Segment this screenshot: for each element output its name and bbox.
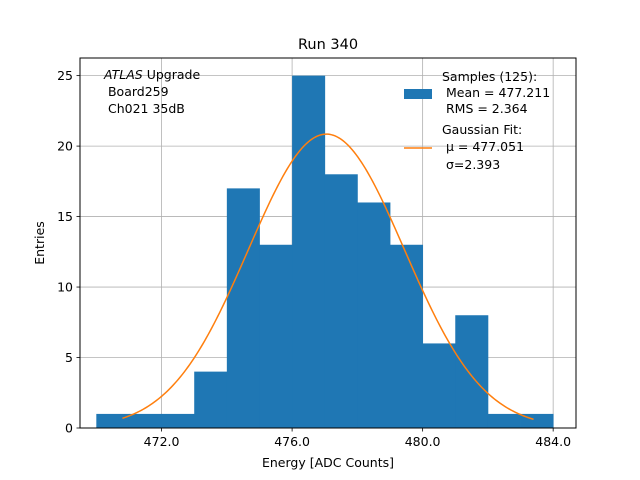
- legend-fit-line-3: σ=2.393: [442, 157, 500, 172]
- legend: Samples (125): Mean = 477.211 RMS = 2.36…: [404, 69, 550, 172]
- legend-hist-line-3: RMS = 2.364: [442, 101, 528, 116]
- atlas-label: ATLAS: [103, 67, 143, 82]
- x-tick-label: 472.0: [144, 434, 180, 449]
- histogram-bar: [96, 413, 130, 428]
- annotation-line-1: ATLAS Upgrade: [103, 67, 200, 82]
- histogram-bar: [390, 244, 424, 428]
- y-tick-label: 5: [65, 350, 73, 365]
- legend-fit-line-1: Gaussian Fit:: [442, 122, 522, 137]
- y-tick-label: 0: [65, 421, 73, 436]
- histogram-bar: [422, 343, 456, 428]
- histogram-bars: [96, 75, 554, 428]
- atlas-annotation: ATLAS Upgrade Board259 Ch021 35dB: [103, 67, 200, 116]
- plot-frame: [79, 57, 577, 429]
- histogram-bar: [128, 413, 162, 428]
- histogram-bar: [357, 202, 391, 428]
- histogram-bar: [259, 244, 293, 428]
- y-axis-ticks: 0 5 10 15 20 25: [57, 68, 80, 436]
- histogram-bar: [226, 188, 260, 428]
- legend-hist-swatch: [404, 89, 432, 99]
- y-tick-label: 15: [57, 209, 73, 224]
- x-tick-label: 476.0: [274, 434, 310, 449]
- histogram-bar: [194, 371, 228, 428]
- annotation-line-2: Board259: [104, 84, 169, 99]
- legend-fit-line-2: μ = 477.051: [442, 139, 524, 154]
- y-tick-label: 20: [57, 139, 73, 154]
- y-tick-label: 25: [57, 68, 73, 83]
- x-tick-label: 480.0: [405, 434, 441, 449]
- y-axis-label: Entries: [32, 221, 47, 265]
- y-tick-label: 10: [57, 280, 73, 295]
- legend-hist-line-2: Mean = 477.211: [442, 85, 550, 100]
- histogram-bar: [161, 413, 195, 428]
- x-tick-label: 484.0: [535, 434, 571, 449]
- histogram-bar: [324, 174, 358, 428]
- upgrade-label: Upgrade: [143, 67, 201, 82]
- chart-title: Run 340: [298, 37, 358, 53]
- histogram-bar: [455, 315, 489, 428]
- gaussian-fit-curve: [122, 133, 534, 421]
- x-axis-label: Energy [ADC Counts]: [262, 455, 394, 470]
- legend-hist-line-1: Samples (125):: [442, 69, 537, 84]
- histogram-bar: [487, 413, 521, 428]
- x-axis-ticks: 472.0 476.0 480.0 484.0: [144, 428, 571, 449]
- histogram-bar: [292, 75, 326, 428]
- annotation-line-3: Ch021 35dB: [104, 101, 185, 116]
